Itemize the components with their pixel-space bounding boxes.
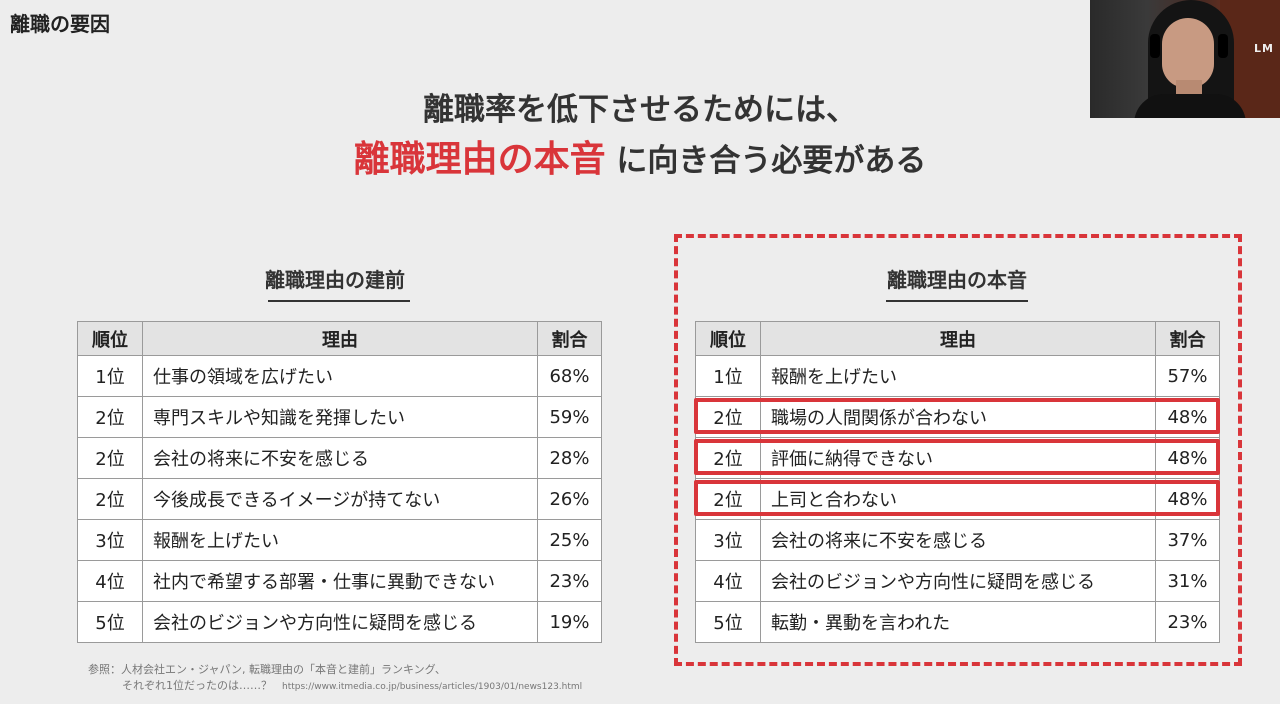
rank-cell: 5位 [695, 601, 761, 643]
percent-cell: 23% [537, 560, 602, 602]
reason-cell: 会社の将来に不安を感じる [760, 519, 1156, 561]
headline-line-2-rest: に向き合う必要がある [605, 143, 927, 179]
right-ranking-table: 順位 理由 割合 1位 報酬を上げたい 57% 2位 職場の人間関係が合わない 48% 2位… [695, 321, 1220, 643]
table-row: 3位 報酬を上げたい 25% [77, 519, 602, 561]
percent-cell: 37% [1155, 519, 1220, 561]
rank-cell: 5位 [77, 601, 143, 643]
reason-cell: 報酬を上げたい [142, 519, 538, 561]
honne-dashed-highlight [674, 234, 1242, 666]
presenter-face [1162, 18, 1214, 88]
reference-note: 参照：人材会社エン・ジャパン, 転職理由の「本音と建前」ランキング、 それぞれ1… [88, 662, 582, 695]
headset-icon [1150, 34, 1160, 58]
rank-cell: 4位 [695, 560, 761, 602]
left-section-title: 離職理由の建前 [265, 268, 405, 292]
reason-cell: 社内で希望する部署・仕事に異動できない [142, 560, 538, 602]
headline-line-2: 離職理由の本音 に向き合う必要がある [0, 130, 1280, 182]
reason-cell: 今後成長できるイメージが持てない [142, 478, 538, 520]
presenter-body [1134, 94, 1246, 118]
row-highlight-box [694, 439, 1220, 475]
header-reason: 理由 [142, 321, 538, 356]
table-row: 2位 今後成長できるイメージが持てない 26% [77, 478, 602, 520]
right-section-underline [886, 300, 1028, 302]
table-row: 4位 社内で希望する部署・仕事に異動できない 23% [77, 560, 602, 602]
percent-cell: 68% [537, 355, 602, 397]
table-row: 5位 会社のビジョンや方向性に疑問を感じる 19% [77, 601, 602, 643]
rank-cell: 3位 [695, 519, 761, 561]
percent-cell: 19% [537, 601, 602, 643]
table-row: 1位 報酬を上げたい 57% [695, 355, 1220, 397]
percent-cell: 26% [537, 478, 602, 520]
reason-cell: 仕事の領域を広げたい [142, 355, 538, 397]
table-row: 5位 転勤・異動を言われた 23% [695, 601, 1220, 643]
webcam-video-feed: LM [1090, 0, 1280, 118]
header-rank: 順位 [695, 321, 761, 356]
header-reason: 理由 [760, 321, 1156, 356]
left-ranking-table: 順位 理由 割合 1位 仕事の領域を広げたい 68% 2位 専門スキルや知識を発揮したい… [77, 321, 602, 643]
reason-cell: 会社の将来に不安を感じる [142, 437, 538, 479]
percent-cell: 25% [537, 519, 602, 561]
row-highlight-box [694, 480, 1220, 516]
percent-cell: 59% [537, 396, 602, 438]
left-section-underline [268, 300, 410, 302]
reason-cell: 会社のビジョンや方向性に疑問を感じる [760, 560, 1156, 602]
percent-cell: 31% [1155, 560, 1220, 602]
table-row: 1位 仕事の領域を広げたい 68% [77, 355, 602, 397]
reference-url: https://www.itmedia.co.jp/business/artic… [282, 682, 583, 692]
table-row: 2位 専門スキルや知識を発揮したい 59% [77, 396, 602, 438]
rank-cell: 1位 [77, 355, 143, 397]
headset-icon [1218, 34, 1228, 58]
headline-line-1: 離職率を低下させるためには、 [423, 92, 857, 128]
rank-cell: 2位 [77, 396, 143, 438]
table-row: 4位 会社のビジョンや方向性に疑問を感じる 31% [695, 560, 1220, 602]
reason-cell: 報酬を上げたい [760, 355, 1156, 397]
reason-cell: 転勤・異動を言われた [760, 601, 1156, 643]
reference-line-1: 参照：人材会社エン・ジャパン, 転職理由の「本音と建前」ランキング、 [88, 663, 446, 676]
table-row: 3位 会社の将来に不安を感じる 37% [695, 519, 1220, 561]
rank-cell: 2位 [77, 437, 143, 479]
reference-line-2: それぞれ1位だったのは……？ [122, 679, 272, 692]
percent-cell: 28% [537, 437, 602, 479]
row-highlight-box [694, 398, 1220, 434]
rank-cell: 1位 [695, 355, 761, 397]
percent-cell: 57% [1155, 355, 1220, 397]
rank-cell: 2位 [77, 478, 143, 520]
wall-logo: LM [1254, 42, 1274, 55]
reason-cell: 会社のビジョンや方向性に疑問を感じる [142, 601, 538, 643]
table-row: 2位 会社の将来に不安を感じる 28% [77, 437, 602, 479]
header-rank: 順位 [77, 321, 143, 356]
percent-cell: 23% [1155, 601, 1220, 643]
rank-cell: 4位 [77, 560, 143, 602]
rank-cell: 3位 [77, 519, 143, 561]
slide-corner-title: 離職の要因 [10, 12, 110, 36]
header-percent: 割合 [1155, 321, 1220, 356]
right-section-title: 離職理由の本音 [887, 268, 1027, 292]
reason-cell: 専門スキルや知識を発揮したい [142, 396, 538, 438]
header-percent: 割合 [537, 321, 602, 356]
headline-accent: 離職理由の本音 [353, 139, 606, 180]
